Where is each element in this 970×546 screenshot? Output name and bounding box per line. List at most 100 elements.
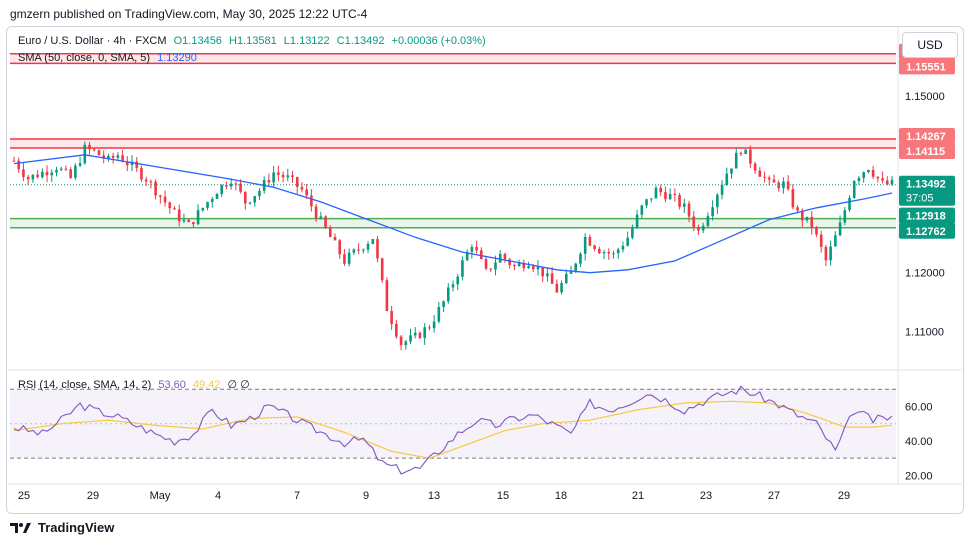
candle-body [130, 161, 134, 166]
candle-body [654, 187, 658, 199]
candle-body [673, 193, 677, 196]
candle-body [607, 252, 611, 254]
candle-body [210, 198, 214, 203]
candle [69, 166, 72, 179]
candle-body [871, 169, 875, 177]
candle [465, 249, 469, 261]
candle-body [744, 149, 747, 154]
candle-body [480, 250, 483, 260]
candle [843, 207, 847, 226]
candle [522, 259, 526, 272]
candle-body [50, 172, 54, 176]
currency-button[interactable]: USD [902, 32, 958, 58]
candle [192, 221, 195, 228]
candle-body [215, 194, 219, 199]
candle-body [144, 179, 148, 182]
candle-body [489, 268, 493, 270]
sma-value: 1.13290 [157, 52, 197, 64]
candle-body [442, 301, 445, 307]
candle [598, 246, 601, 254]
candle-body [758, 170, 762, 177]
candle-body [107, 155, 110, 159]
candle-body [508, 259, 511, 265]
price-badge-support [899, 222, 955, 239]
candle-body [253, 196, 257, 203]
candle-body [343, 254, 346, 264]
candle [881, 171, 884, 184]
candle-body [692, 216, 696, 228]
candle-body [239, 183, 242, 192]
candle [253, 195, 257, 207]
low-value: L1.13122 [283, 35, 330, 47]
rsi-y-tick-label: 60.00 [905, 401, 933, 413]
candle [281, 171, 285, 183]
rsi-y-tick-label: 40.00 [905, 436, 933, 448]
candle-body [26, 176, 30, 180]
candle-body [786, 181, 790, 190]
candle [352, 248, 356, 256]
candle-body [716, 194, 719, 208]
candle-body [796, 207, 799, 211]
candle [215, 192, 219, 199]
candle [730, 168, 733, 179]
candle-body [376, 239, 379, 259]
candle-body [12, 160, 16, 162]
candle [159, 194, 162, 204]
candle-body [739, 152, 743, 154]
candle [701, 222, 705, 234]
candle [305, 184, 308, 199]
candle-body [583, 236, 587, 254]
candle-body [484, 259, 488, 269]
candle [612, 250, 615, 259]
candle [366, 241, 370, 254]
candle-body [546, 273, 549, 277]
y-tick-label: 1.12000 [905, 268, 945, 280]
candle [527, 261, 530, 269]
candle [550, 266, 554, 284]
candle [857, 176, 861, 185]
candle-body [687, 203, 691, 217]
candle-body [399, 336, 403, 346]
candle-body [848, 197, 851, 211]
candle-body [177, 209, 181, 222]
candle [225, 181, 228, 190]
candle-body [494, 262, 497, 270]
candle [26, 174, 30, 185]
publish-header: gmzern published on TradingView.com, May… [10, 7, 368, 21]
candle [399, 335, 403, 351]
candle-body [645, 199, 648, 206]
candle-body [852, 181, 856, 198]
candle [97, 149, 101, 156]
candle-body [560, 283, 563, 293]
candle [513, 263, 516, 271]
candle [64, 165, 68, 171]
x-tick-label: 13 [428, 490, 440, 502]
candle [791, 184, 795, 210]
candle [692, 210, 696, 232]
candle-body [829, 246, 832, 261]
candle-body [229, 183, 233, 187]
last-price-badge [899, 175, 955, 206]
candle-body [446, 287, 450, 302]
candle-body [890, 179, 894, 185]
candle [144, 176, 148, 187]
candle [244, 191, 247, 210]
candle [664, 186, 667, 203]
candle-body [503, 253, 507, 260]
candle [635, 209, 639, 229]
candle [41, 168, 44, 179]
candle [706, 212, 710, 228]
x-tick-label: 15 [497, 490, 509, 502]
candle-body [725, 173, 729, 186]
open-value: O1.13456 [173, 35, 222, 47]
candle [546, 267, 549, 282]
candle-body [59, 168, 63, 170]
candle [645, 198, 648, 209]
candle [295, 176, 299, 194]
candle [867, 169, 870, 174]
candle-body [697, 227, 700, 231]
candle [229, 178, 233, 190]
candle [286, 168, 290, 182]
candle-body [201, 207, 205, 211]
